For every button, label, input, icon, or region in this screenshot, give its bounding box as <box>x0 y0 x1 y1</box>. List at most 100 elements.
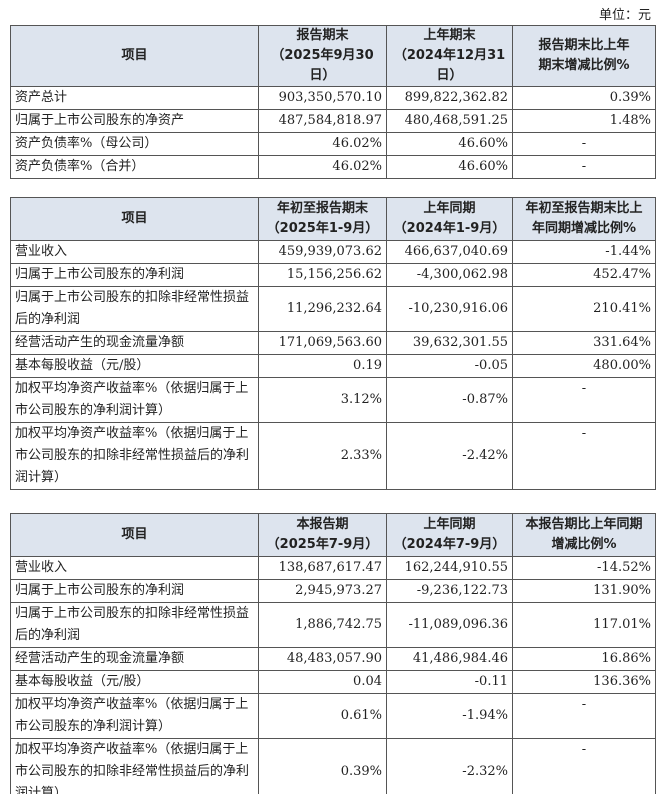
cell-value: 16.86% <box>512 647 656 671</box>
header-cell: 报告期末 （2025年9月30日） <box>258 25 387 87</box>
header-text: （2025年7-9月） <box>266 537 379 552</box>
header-text: 报告期末比上年 <box>538 38 630 53</box>
data-row: 资产总计 903,350,570.10 899,822,362.82 0.39% <box>10 86 656 110</box>
cell-value: 11,296,232.64 <box>258 286 387 332</box>
header-cell: 年初至报告期末比上 年同期增减比例% <box>512 197 656 241</box>
header-text: 本报告期比上年同期 <box>525 517 643 532</box>
cell-value: 2,945,973.27 <box>258 579 387 603</box>
cell-value: 39,632,301.55 <box>386 331 513 355</box>
cell-value: 48,483,057.90 <box>258 647 387 671</box>
data-row: 基本每股收益（元/股） 0.04 -0.11 136.36% <box>10 670 656 694</box>
cell-value: -11,089,096.36 <box>386 602 513 648</box>
header-text: 年同期增减比例% <box>531 221 637 236</box>
cell-value: 487,584,818.97 <box>258 109 387 133</box>
cell-value: -0.05 <box>386 354 513 378</box>
header-text: 上年期末 <box>423 28 476 43</box>
cell-value: 41,486,984.46 <box>386 647 513 671</box>
row-label: 经营活动产生的现金流量净额 <box>10 647 259 671</box>
header-text: （2025年9月30日） <box>271 48 374 83</box>
cell-value: 480,468,591.25 <box>386 109 513 133</box>
row-label: 资产负债率%（合并） <box>10 155 259 179</box>
header-cell: 本报告期比上年同期 增减比例% <box>512 513 656 557</box>
cell-value: 46.60% <box>386 132 513 156</box>
header-cell: 项目 <box>10 25 259 87</box>
row-label: 归属于上市公司股东的净利润 <box>10 579 259 603</box>
header-cell: 年初至报告期末 （2025年1-9月） <box>258 197 387 241</box>
header-text: 年初至报告期末比上 <box>525 201 643 216</box>
cell-value: 210.41% <box>512 286 656 332</box>
cell-value: 459,939,073.62 <box>258 240 387 264</box>
cell-value: 46.60% <box>386 155 513 179</box>
header-cell: 项目 <box>10 513 259 557</box>
cell-value: -10,230,916.06 <box>386 286 513 332</box>
cell-value: 46.02% <box>258 155 387 179</box>
header-row: 项目 报告期末 （2025年9月30日） 上年期末 （2024年12月31日） 报告期末比… <box>10 25 656 87</box>
cell-value: 480.00% <box>512 354 656 378</box>
unit-label: 单位：元 <box>598 8 651 23</box>
cell-value: 899,822,362.82 <box>386 86 513 110</box>
cell-value: 15,156,256.62 <box>258 263 387 287</box>
header-cell: 上年期末 （2024年12月31日） <box>386 25 513 87</box>
data-row: 归属于上市公司股东的净资产 487,584,818.97 480,468,591.2… <box>10 109 656 133</box>
cell-value: -1.94% <box>386 693 513 739</box>
header-cell: 报告期末比上年 期末增减比例% <box>512 25 656 87</box>
data-table: 项目 本报告期 （2025年7-9月） 上年同期 （2024年7-9月） 本报告期比上年同… <box>10 513 656 794</box>
header-text: 增减比例% <box>551 537 617 552</box>
row-label: 营业收入 <box>10 556 259 580</box>
row-label: 加权平均净资产收益率%（依据归属于上市公司股东的净利润计算） <box>10 693 259 739</box>
cell-value: - <box>512 693 656 739</box>
row-label: 营业收入 <box>10 240 259 264</box>
cell-value: - <box>512 738 656 794</box>
data-row: 营业收入 138,687,617.47 162,244,910.55 -14.52% <box>10 556 656 580</box>
cell-value: 117.01% <box>512 602 656 648</box>
cell-value: 0.04 <box>258 670 387 694</box>
cell-value: 903,350,570.10 <box>258 86 387 110</box>
cell-value: 2.33% <box>258 422 387 490</box>
row-label: 经营活动产生的现金流量净额 <box>10 331 259 355</box>
cell-value: 0.61% <box>258 693 387 739</box>
cell-value: -14.52% <box>512 556 656 580</box>
row-label: 资产负债率%（母公司） <box>10 132 259 156</box>
row-label: 归属于上市公司股东的扣除非经常性损益后的净利润 <box>10 286 259 332</box>
data-row: 加权平均净资产收益率%（依据归属于上市公司股东的扣除非经常性损益后的净利润计算）… <box>10 738 656 794</box>
data-row: 营业收入 459,939,073.62 466,637,040.69 -1.44% <box>10 240 656 264</box>
header-cell: 本报告期 （2025年7-9月） <box>258 513 387 557</box>
header-row: 项目 年初至报告期末 （2025年1-9月） 上年同期 （2024年1-9月） 年初至报告… <box>10 197 656 241</box>
row-label: 基本每股收益（元/股） <box>10 670 259 694</box>
data-row: 加权平均净资产收益率%（依据归属于上市公司股东的净利润计算） 0.61% -1.94… <box>10 693 656 739</box>
header-text: 项目 <box>121 211 148 226</box>
cell-value: 171,069,563.60 <box>258 331 387 355</box>
cell-value: 138,687,617.47 <box>258 556 387 580</box>
cell-value: 466,637,040.69 <box>386 240 513 264</box>
header-text: 期末增减比例% <box>538 58 630 73</box>
row-label: 加权平均净资产收益率%（依据归属于上市公司股东的扣除非经常性损益后的净利润计算） <box>10 422 259 490</box>
header-text: 上年同期 <box>423 201 476 216</box>
data-table: 项目 报告期末 （2025年9月30日） 上年期末 （2024年12月31日） 报告期末比… <box>10 25 656 179</box>
cell-value: - <box>512 422 656 490</box>
row-label: 归属于上市公司股东的净资产 <box>10 109 259 133</box>
header-text: 年初至报告期末 <box>276 201 368 216</box>
row-label: 基本每股收益（元/股） <box>10 354 259 378</box>
cell-value: 136.36% <box>512 670 656 694</box>
row-label: 归属于上市公司股东的扣除非经常性损益后的净利润 <box>10 602 259 648</box>
header-text: 项目 <box>121 527 148 542</box>
cell-value: -0.11 <box>386 670 513 694</box>
data-row: 加权平均净资产收益率%（依据归属于上市公司股东的净利润计算） 3.12% -0.87… <box>10 377 656 423</box>
data-row: 加权平均净资产收益率%（依据归属于上市公司股东的扣除非经常性损益后的净利润计算）… <box>10 422 656 490</box>
data-table: 项目 年初至报告期末 （2025年1-9月） 上年同期 （2024年1-9月） 年初至报告… <box>10 197 656 490</box>
cell-value: -4,300,062.98 <box>386 263 513 287</box>
data-row: 资产负债率%（母公司） 46.02% 46.60% - <box>10 132 656 156</box>
header-text: （2024年1-9月） <box>393 221 506 236</box>
cell-value: 452.47% <box>512 263 656 287</box>
header-text: 上年同期 <box>423 517 476 532</box>
cell-value: - <box>512 132 656 156</box>
header-cell: 上年同期 （2024年1-9月） <box>386 197 513 241</box>
data-row: 资产负债率%（合并） 46.02% 46.60% - <box>10 155 656 179</box>
data-row: 经营活动产生的现金流量净额 171,069,563.60 39,632,301.55… <box>10 331 656 355</box>
cell-value: -2.42% <box>386 422 513 490</box>
data-row: 归属于上市公司股东的扣除非经常性损益后的净利润 1,886,742.75 -11,0… <box>10 602 656 648</box>
cell-value: 162,244,910.55 <box>386 556 513 580</box>
cell-value: 131.90% <box>512 579 656 603</box>
header-text: 项目 <box>121 48 148 63</box>
